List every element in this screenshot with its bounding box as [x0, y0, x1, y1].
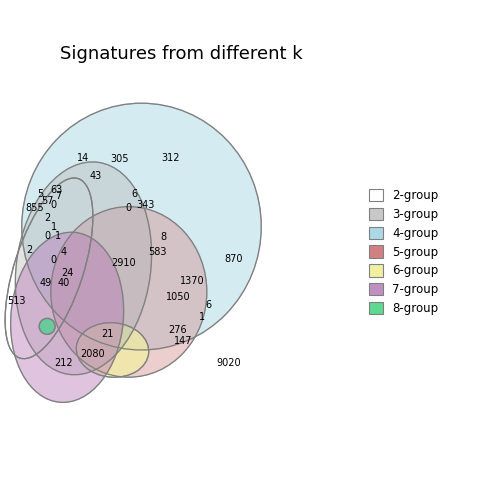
- Text: 4: 4: [60, 247, 67, 257]
- Text: 513: 513: [7, 296, 26, 306]
- Text: 2910: 2910: [111, 258, 136, 268]
- Text: 43: 43: [90, 171, 102, 181]
- Text: 2080: 2080: [80, 349, 105, 359]
- Text: 8: 8: [160, 232, 166, 242]
- Text: 21: 21: [101, 329, 113, 339]
- Text: 305: 305: [110, 154, 129, 164]
- Text: 0: 0: [126, 204, 132, 214]
- Text: 40: 40: [57, 278, 70, 288]
- Ellipse shape: [51, 207, 207, 377]
- Text: 1: 1: [200, 312, 206, 323]
- Text: 14: 14: [77, 153, 90, 163]
- Text: 276: 276: [168, 325, 187, 335]
- Text: 343: 343: [136, 200, 154, 210]
- Text: 2: 2: [44, 213, 50, 223]
- Text: 583: 583: [149, 247, 167, 257]
- Text: 6: 6: [131, 189, 137, 199]
- Text: 57: 57: [41, 196, 53, 206]
- Ellipse shape: [76, 323, 149, 377]
- Text: 1370: 1370: [180, 276, 205, 286]
- Text: 6: 6: [206, 299, 212, 309]
- Title: Signatures from different k: Signatures from different k: [60, 45, 303, 64]
- Text: 49: 49: [39, 278, 51, 288]
- Text: 855: 855: [25, 204, 44, 214]
- Text: 0: 0: [44, 231, 50, 241]
- Text: 312: 312: [161, 153, 180, 163]
- Text: 870: 870: [225, 254, 243, 264]
- Text: 212: 212: [54, 358, 73, 368]
- Text: 2: 2: [27, 245, 33, 255]
- Text: 0: 0: [50, 255, 57, 265]
- Text: 63: 63: [50, 185, 62, 196]
- Text: 1: 1: [55, 231, 61, 241]
- Legend: 2-group, 3-group, 4-group, 5-group, 6-group, 7-group, 8-group: 2-group, 3-group, 4-group, 5-group, 6-gr…: [369, 188, 438, 316]
- Text: 0: 0: [50, 200, 57, 210]
- Ellipse shape: [39, 319, 55, 334]
- Ellipse shape: [11, 232, 123, 402]
- Text: 7: 7: [55, 191, 61, 201]
- Text: 1050: 1050: [165, 292, 190, 302]
- Text: 1: 1: [50, 222, 57, 232]
- Text: 24: 24: [61, 268, 73, 278]
- Text: 9020: 9020: [216, 358, 241, 368]
- Text: 147: 147: [174, 336, 193, 346]
- Text: 5: 5: [37, 189, 43, 199]
- Ellipse shape: [15, 162, 152, 375]
- Ellipse shape: [22, 103, 261, 350]
